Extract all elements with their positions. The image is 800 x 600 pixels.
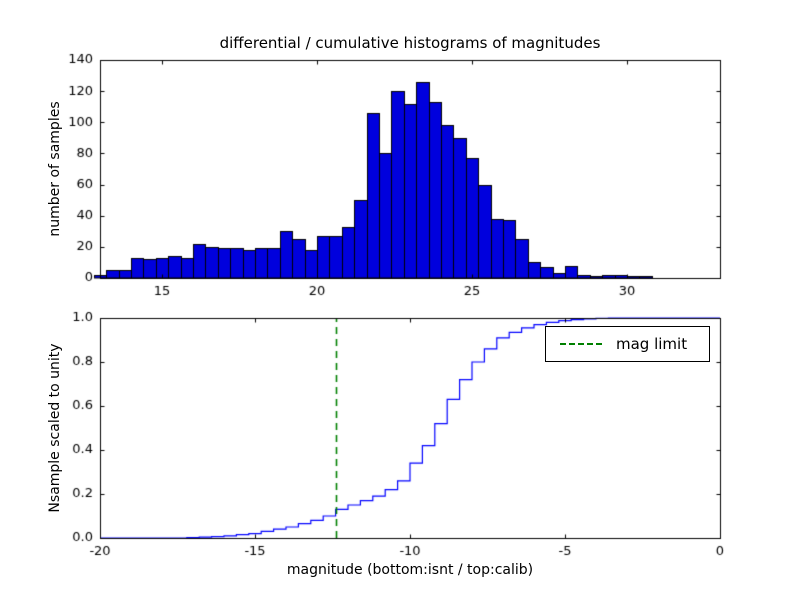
x-axis-label: magnitude (bottom:isnt / top:calib) [286, 562, 534, 578]
chart-title: differential / cumulative histograms of … [219, 34, 601, 52]
legend-label: mag limit [616, 335, 688, 353]
legend: mag limit [545, 326, 710, 362]
legend-dashed-line-icon [560, 343, 602, 345]
top-y-axis-label: number of samples [47, 101, 63, 237]
bottom-y-axis-label: Nsample scaled to unity [47, 343, 63, 513]
